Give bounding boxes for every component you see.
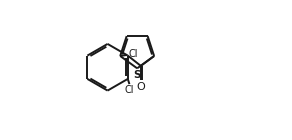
Text: O: O — [136, 82, 145, 92]
Text: Cl: Cl — [125, 85, 134, 95]
Text: Cl: Cl — [128, 50, 138, 60]
Text: S: S — [133, 70, 141, 80]
